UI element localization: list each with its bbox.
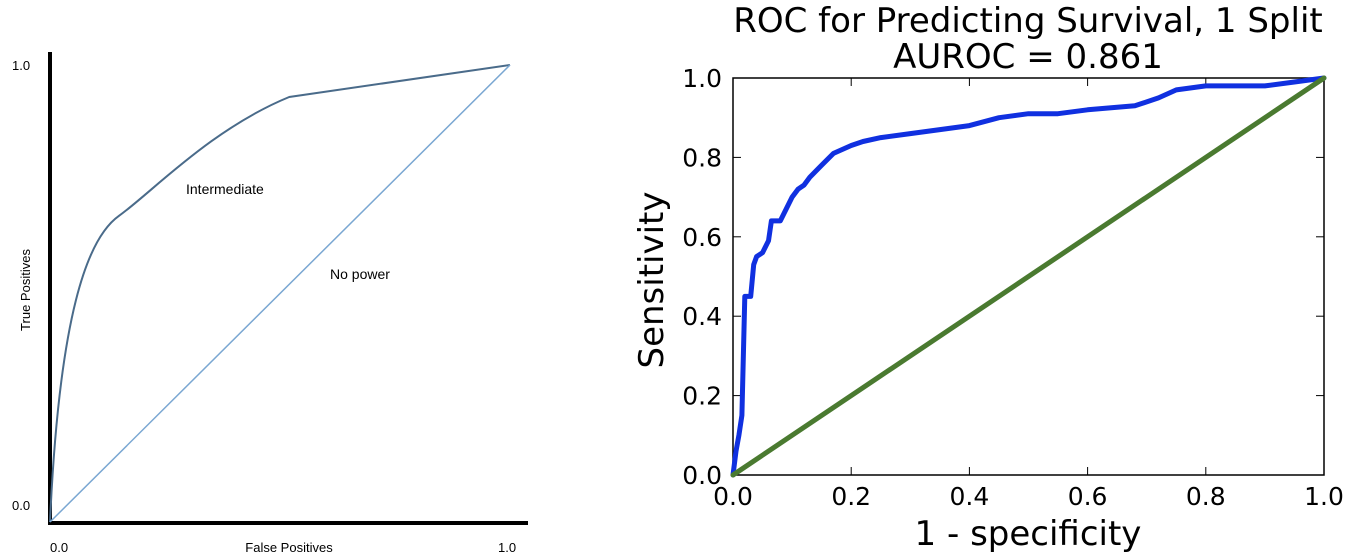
right-ytick-label: 1.0 (682, 64, 722, 93)
right-ytick-label: 0.4 (682, 302, 722, 331)
right-chart-title: ROC for Predicting Survival, 1 Split (733, 1, 1323, 41)
right-xtick-label: 0.0 (713, 482, 753, 511)
right-xtick-label: 0.6 (1068, 482, 1108, 511)
right-xtick-label: 0.8 (1186, 482, 1226, 511)
left-y-axis-label: True Positives (18, 249, 33, 331)
right-plot-frame (732, 77, 1325, 476)
right-xtick-label: 0.4 (950, 482, 990, 511)
right-roc-curve-line (730, 75, 1327, 478)
left-chart: Intermediate No power 1.0 0.0 0.0 1.0 False Po… (12, 52, 528, 555)
right-ytick-label: 0.2 (682, 382, 722, 411)
left-ytick-label: 1.0 (12, 58, 30, 73)
right-ytick-label: 0.6 (682, 223, 722, 252)
left-x-axis-label: False Positives (245, 540, 333, 555)
left-series-no-power-line (49, 64, 511, 523)
right-ytick-label: 0.8 (682, 143, 722, 172)
right-ytick-label: 0.0 (682, 461, 722, 490)
left-series-intermediate-line (49, 64, 511, 523)
left-xtick-label: 0.0 (50, 540, 68, 555)
left-ytick-label: 0.0 (12, 498, 30, 513)
left-annotation-intermediate: Intermediate (186, 181, 264, 197)
right-x-axis-label: 1 - specificity (915, 514, 1142, 554)
right-y-axis-label: Sensitivity (632, 191, 672, 368)
left-xtick-label: 1.0 (498, 540, 516, 555)
left-annotation-no-power: No power (330, 266, 390, 282)
right-xtick-label: 0.2 (831, 482, 871, 511)
right-xtick-label: 1.0 (1304, 482, 1344, 511)
right-chance-diagonal-line (730, 75, 1327, 478)
right-chart-subtitle: AUROC = 0.861 (893, 37, 1163, 77)
right-chart: ROC for Predicting Survival, 1 SplitAURO… (632, 1, 1344, 554)
